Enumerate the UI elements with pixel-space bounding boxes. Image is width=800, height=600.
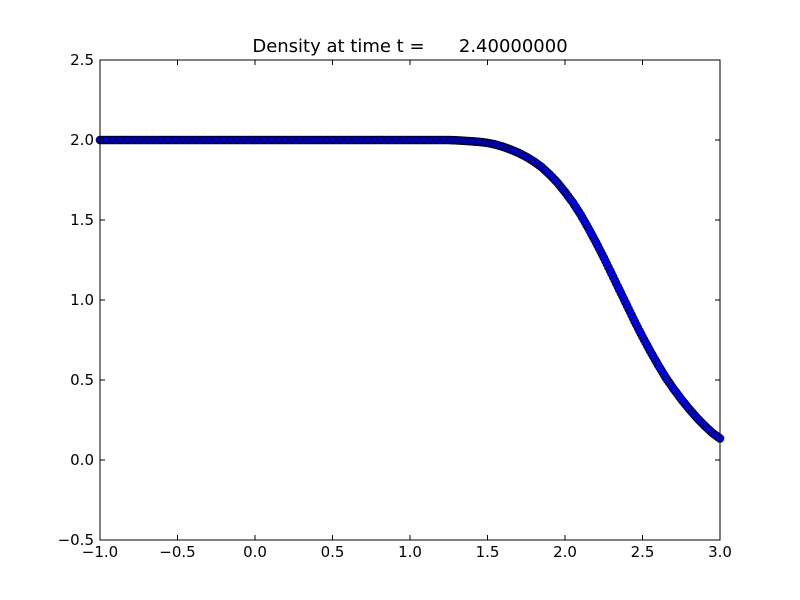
y-tick-label: 2.5 [70,51,94,69]
y-tick-label: 0.0 [70,451,94,469]
x-tick-label: 2.0 [553,543,577,561]
chart-title: Density at time t = 2.40000000 [252,36,567,57]
x-tick-label: 0.0 [243,543,267,561]
x-tick-label: 3.0 [708,543,732,561]
scatter-series [95,135,725,443]
y-tick-label: 1.5 [70,211,94,229]
x-tick-label: 0.5 [321,543,345,561]
x-tick-label: 1.0 [398,543,422,561]
x-tick-label: 2.5 [631,543,655,561]
y-tick-label: −0.5 [58,531,94,549]
y-tick-label: 1.0 [70,291,94,309]
y-tick-label: 0.5 [70,371,94,389]
x-tick-label: −0.5 [159,543,195,561]
y-tick-label: 2.0 [70,131,94,149]
x-axis: −1.0 −0.5 0.0 0.5 1.0 1.5 2.0 2.5 3.0 [82,60,732,561]
x-tick-label: 1.5 [476,543,500,561]
x-tick-label: −1.0 [82,543,118,561]
plot-frame [99,59,721,541]
y-axis: −0.5 0.0 0.5 1.0 1.5 2.0 2.5 [58,51,720,549]
